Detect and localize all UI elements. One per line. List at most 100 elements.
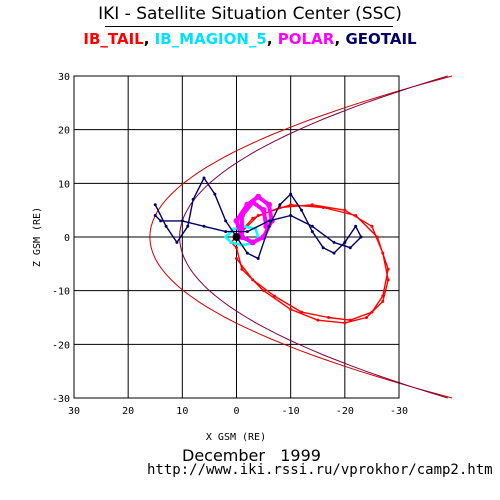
y-tick-label: 0 bbox=[64, 233, 70, 244]
x-tick-label: -30 bbox=[390, 406, 408, 417]
data-point bbox=[224, 235, 228, 239]
data-point bbox=[289, 203, 293, 207]
plot-frame bbox=[73, 75, 400, 399]
orbit-series bbox=[153, 176, 390, 325]
data-point bbox=[180, 219, 184, 223]
data-point bbox=[310, 224, 314, 228]
data-point bbox=[256, 256, 260, 260]
data-point bbox=[191, 197, 195, 201]
data-point bbox=[266, 201, 272, 208]
data-point bbox=[235, 246, 238, 250]
data-point bbox=[202, 224, 206, 228]
title-underline bbox=[105, 26, 393, 27]
data-point bbox=[310, 203, 314, 207]
data-point bbox=[255, 193, 262, 200]
data-point bbox=[354, 214, 358, 218]
data-point bbox=[249, 199, 256, 206]
data-point bbox=[240, 267, 244, 271]
data-point bbox=[153, 214, 157, 218]
x-tick-label: 0 bbox=[233, 406, 239, 417]
data-point bbox=[300, 208, 303, 212]
earth-marker bbox=[232, 233, 241, 241]
data-point bbox=[348, 246, 352, 250]
legend-entry-ib-magion-5: IB_MAGION_5 bbox=[154, 30, 267, 48]
data-point bbox=[213, 192, 217, 196]
data-point bbox=[359, 235, 363, 239]
series-line bbox=[230, 204, 389, 324]
y-tick-label: -20 bbox=[52, 340, 70, 351]
data-point bbox=[267, 224, 271, 228]
data-point bbox=[244, 201, 251, 208]
reference-curves bbox=[149, 75, 453, 399]
page-title: IKI - Satellite Situation Center (SSC) bbox=[98, 4, 402, 24]
data-point bbox=[186, 224, 190, 228]
data-point bbox=[370, 224, 374, 228]
y-tick-label: 10 bbox=[58, 179, 70, 190]
y-tick-label: 20 bbox=[58, 126, 70, 137]
data-point bbox=[300, 310, 303, 314]
legend-entry-ib-tail: IB_TAIL bbox=[83, 30, 144, 48]
data-point bbox=[153, 203, 157, 207]
data-point bbox=[238, 234, 245, 240]
data-point bbox=[272, 294, 276, 298]
data-point bbox=[249, 239, 256, 246]
data-point bbox=[245, 230, 249, 234]
data-point bbox=[386, 267, 390, 271]
data-point bbox=[289, 307, 293, 311]
data-point bbox=[224, 219, 228, 223]
data-point bbox=[267, 219, 271, 223]
data-point bbox=[289, 192, 293, 196]
data-point bbox=[289, 214, 293, 218]
data-point bbox=[232, 227, 236, 231]
data-point bbox=[245, 251, 249, 255]
data-point bbox=[375, 235, 379, 239]
data-point bbox=[343, 321, 347, 325]
data-point bbox=[260, 207, 267, 214]
legend-entry-polar: POLAR bbox=[277, 30, 335, 48]
data-point bbox=[202, 176, 206, 180]
y-tick-label: -30 bbox=[52, 394, 70, 405]
x-tick-label: -20 bbox=[336, 406, 354, 417]
date-caption: December 1999 bbox=[182, 446, 321, 465]
data-point bbox=[251, 278, 255, 282]
data-point bbox=[381, 299, 385, 303]
data-point bbox=[159, 219, 163, 223]
data-point bbox=[354, 224, 358, 228]
x-axis-label: X GSM (RE) bbox=[206, 432, 266, 443]
legend-separator: , bbox=[266, 30, 273, 48]
series-geotail bbox=[153, 176, 363, 260]
data-point bbox=[278, 203, 282, 207]
data-point bbox=[381, 251, 385, 255]
data-point bbox=[321, 246, 325, 250]
data-point bbox=[381, 294, 385, 298]
data-point bbox=[332, 240, 336, 244]
x-tick-label: 10 bbox=[176, 406, 188, 417]
data-point bbox=[343, 240, 347, 244]
data-point bbox=[233, 217, 240, 224]
chart-legend: IB_TAIL, IB_MAGION_5, POLAR, GEOTAIL bbox=[0, 30, 500, 48]
data-point bbox=[229, 240, 233, 244]
series-ib-tail bbox=[229, 203, 390, 325]
y-tick-label: 30 bbox=[58, 72, 70, 83]
legend-entry-geotail: GEOTAIL bbox=[345, 30, 417, 48]
data-point bbox=[365, 316, 368, 319]
data-point bbox=[175, 240, 179, 244]
data-point bbox=[256, 214, 260, 218]
data-point bbox=[235, 256, 238, 260]
y-tick-label: -10 bbox=[52, 287, 70, 298]
data-point bbox=[386, 278, 390, 282]
data-point bbox=[343, 208, 347, 212]
data-point bbox=[224, 230, 228, 234]
data-point bbox=[251, 216, 255, 220]
series-line bbox=[154, 177, 362, 260]
url-caption: http://www.iki.rssi.ru/vprokhor/camp2.ht… bbox=[147, 462, 493, 478]
x-tick-label: 20 bbox=[122, 406, 134, 417]
x-tick-label: -10 bbox=[282, 406, 300, 417]
legend-separator: , bbox=[143, 30, 150, 48]
x-tick-label: 30 bbox=[68, 406, 80, 417]
data-point bbox=[327, 316, 331, 319]
data-point bbox=[332, 251, 336, 255]
magnetopause-curve bbox=[179, 75, 448, 399]
